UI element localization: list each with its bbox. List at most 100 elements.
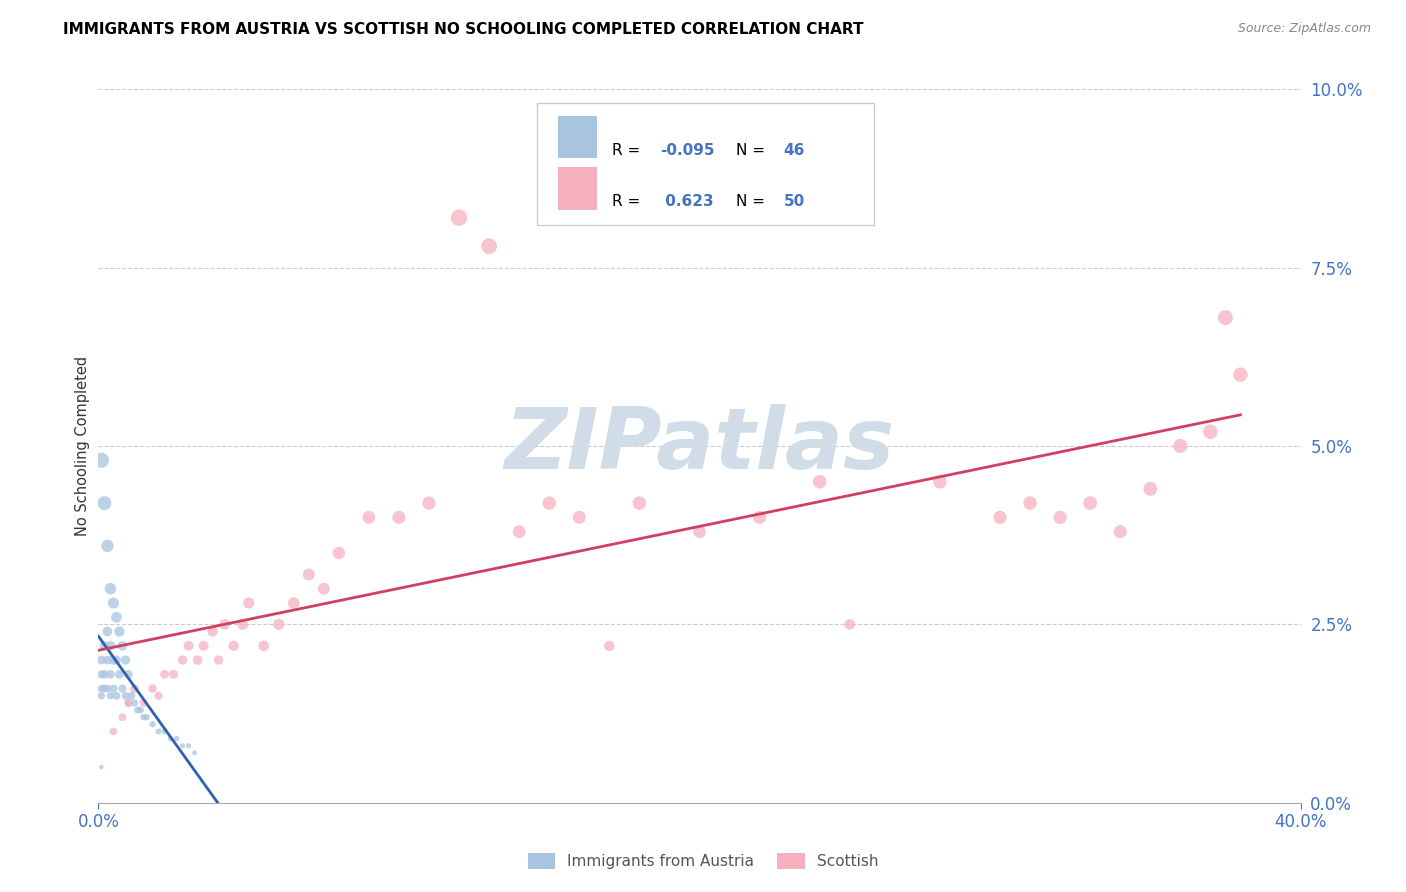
Point [117,696,139,710]
Point [114,689,136,703]
Point [929,475,952,489]
Point [187,653,209,667]
Text: N =: N = [735,194,769,210]
Point [105,610,128,624]
Point [100,639,122,653]
Point [96,653,118,667]
Point [135,710,157,724]
Point [117,667,139,681]
FancyBboxPatch shape [537,103,873,225]
Point [222,639,245,653]
Text: Source: ZipAtlas.com: Source: ZipAtlas.com [1237,22,1371,36]
Point [193,639,215,653]
FancyBboxPatch shape [558,167,598,210]
Text: R =: R = [612,194,645,210]
Point [90,453,112,467]
Point [628,496,651,510]
Point [108,624,131,639]
Text: 0.623: 0.623 [659,194,713,210]
Point [1109,524,1132,539]
Point [93,667,115,681]
Point [1019,496,1042,510]
Point [103,653,125,667]
Point [1139,482,1161,496]
Point [748,510,770,524]
Point [166,731,188,746]
Point [153,724,176,739]
Point [129,703,152,717]
Text: -0.095: -0.095 [659,143,714,158]
Point [1215,310,1237,325]
Point [93,496,115,510]
Point [148,689,170,703]
Point [141,717,163,731]
Text: ZIPatlas: ZIPatlas [505,404,894,488]
Point [357,510,380,524]
FancyBboxPatch shape [558,116,598,159]
Point [538,496,561,510]
Point [1199,425,1222,439]
Point [96,624,118,639]
Y-axis label: No Schooling Completed: No Schooling Completed [75,356,90,536]
Point [103,596,125,610]
Point [100,582,122,596]
Point [177,739,200,753]
Point [105,689,128,703]
Point [838,617,860,632]
Point [93,681,115,696]
Legend: Immigrants from Austria, Scottish: Immigrants from Austria, Scottish [522,847,884,875]
Point [100,689,122,703]
Point [162,667,184,681]
Point [312,582,335,596]
Point [208,653,231,667]
Point [1078,496,1101,510]
Point [172,653,194,667]
Point [328,546,350,560]
Point [121,689,143,703]
Point [177,639,200,653]
Point [103,724,125,739]
Point [232,617,254,632]
Point [96,539,118,553]
Point [689,524,711,539]
Point [388,510,411,524]
Point [132,696,155,710]
Point [418,496,440,510]
Point [124,696,146,710]
Point [298,567,321,582]
Point [90,681,112,696]
Point [111,710,134,724]
Point [159,731,181,746]
Text: IMMIGRANTS FROM AUSTRIA VS SCOTTISH NO SCHOOLING COMPLETED CORRELATION CHART: IMMIGRANTS FROM AUSTRIA VS SCOTTISH NO S… [63,22,863,37]
Point [103,681,125,696]
Point [253,639,276,653]
Point [127,703,149,717]
Point [478,239,501,253]
Point [568,510,591,524]
Point [808,475,831,489]
Point [141,681,163,696]
Point [153,667,176,681]
Point [1170,439,1192,453]
Point [447,211,470,225]
Point [124,681,146,696]
Point [96,681,118,696]
Point [238,596,260,610]
Point [201,624,224,639]
Text: 50: 50 [783,194,804,210]
Point [111,639,134,653]
Point [183,746,205,760]
Point [214,617,236,632]
Point [148,724,170,739]
Text: 46: 46 [783,143,806,158]
Text: N =: N = [735,143,769,158]
Point [117,696,139,710]
Point [988,510,1011,524]
Point [90,760,112,774]
Point [114,653,136,667]
Point [598,639,620,653]
Point [1049,510,1071,524]
Point [1229,368,1251,382]
Point [132,710,155,724]
Point [111,681,134,696]
